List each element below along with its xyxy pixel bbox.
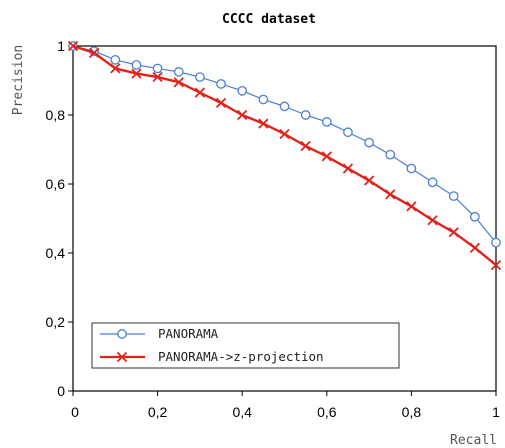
data-point-panorama	[216, 79, 226, 89]
data-point-panorama	[173, 67, 184, 77]
data-point-panorama	[491, 237, 501, 248]
x-tick-label: 0,8	[402, 404, 422, 420]
data-point-panorama	[448, 191, 459, 201]
y-tick-label: 0,8	[46, 107, 66, 123]
data-point-panorama	[321, 117, 332, 127]
legend-marker-zprojection	[116, 351, 128, 363]
data-point-zprojection	[89, 47, 100, 59]
x-axis-label: Recall	[450, 433, 497, 448]
y-tick-label: 0,2	[46, 314, 66, 330]
data-point-zprojection	[279, 128, 290, 140]
data-point-zprojection	[110, 63, 121, 74]
y-tick-label: 0,6	[46, 176, 66, 192]
y-tick-label: 0,4	[46, 245, 66, 261]
legend-label-zprojection: PANORAMA->z-projection	[158, 349, 324, 364]
data-point-zprojection	[300, 140, 311, 152]
data-point-panorama	[237, 86, 248, 96]
data-point-zprojection	[363, 175, 375, 186]
legend-label-panorama: PANORAMA	[158, 326, 219, 341]
data-point-zprojection	[67, 40, 79, 52]
data-point-panorama	[406, 163, 417, 174]
data-point-zprojection	[237, 109, 248, 121]
data-point-panorama	[343, 127, 353, 138]
series-line-panorama	[72, 45, 497, 244]
data-point-zprojection	[321, 151, 332, 162]
data-point-zprojection	[469, 242, 480, 253]
chart-title: CCCC dataset	[222, 12, 316, 27]
data-point-zprojection	[215, 97, 227, 109]
x-tick-label: 0,6	[317, 404, 337, 420]
data-point-zprojection	[152, 71, 163, 83]
data-point-panorama	[131, 60, 142, 70]
data-point-panorama	[110, 54, 121, 65]
data-point-panorama	[385, 149, 396, 160]
legend: PANORAMA PANORAMA->z-projection	[91, 322, 400, 369]
data-point-panorama	[152, 63, 163, 74]
axis-ticks: 0 0,2 0,4 0,6 0,8 1 0 0,2 0,4 0,6 0,8 1	[46, 38, 501, 420]
data-point-zprojection	[131, 68, 142, 79]
plot-frame	[72, 45, 497, 392]
y-tick-label: 0	[57, 383, 65, 399]
data-point-zprojection	[490, 259, 502, 271]
x-tick-label: 0,4	[232, 404, 252, 420]
x-tick-label: 0	[71, 404, 79, 420]
data-point-panorama	[258, 94, 269, 105]
y-tick-label: 1	[57, 38, 65, 54]
legend-marker-panorama	[117, 329, 127, 339]
data-point-panorama	[364, 137, 374, 148]
y-axis-label: Precision	[11, 45, 26, 115]
data-point-zprojection	[194, 87, 206, 98]
data-point-panorama	[195, 72, 205, 82]
data-point-zprojection	[258, 118, 269, 129]
data-point-panorama	[279, 101, 290, 112]
data-point-zprojection	[427, 215, 438, 226]
data-point-zprojection	[385, 189, 396, 200]
data-point-zprojection	[448, 227, 459, 238]
series-line-zprojection	[72, 44, 497, 267]
series-layer	[67, 40, 502, 271]
data-point-panorama	[300, 110, 311, 120]
x-tick-label: 1	[492, 404, 500, 420]
data-point-zprojection	[406, 201, 417, 212]
data-point-panorama	[427, 177, 438, 188]
legend-box	[91, 322, 400, 369]
data-point-zprojection	[342, 163, 354, 174]
data-point-zprojection	[173, 77, 184, 88]
data-point-panorama	[469, 211, 480, 222]
x-tick-label: 0,2	[148, 404, 168, 420]
